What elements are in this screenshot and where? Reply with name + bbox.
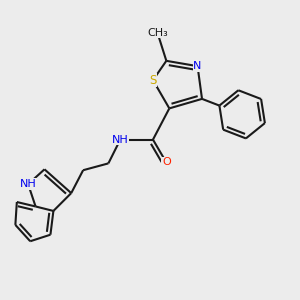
Text: O: O <box>162 158 171 167</box>
Text: N: N <box>194 61 202 71</box>
Text: CH₃: CH₃ <box>147 28 168 38</box>
Text: NH: NH <box>112 135 129 145</box>
Text: S: S <box>149 74 157 87</box>
Text: NH: NH <box>20 179 37 189</box>
